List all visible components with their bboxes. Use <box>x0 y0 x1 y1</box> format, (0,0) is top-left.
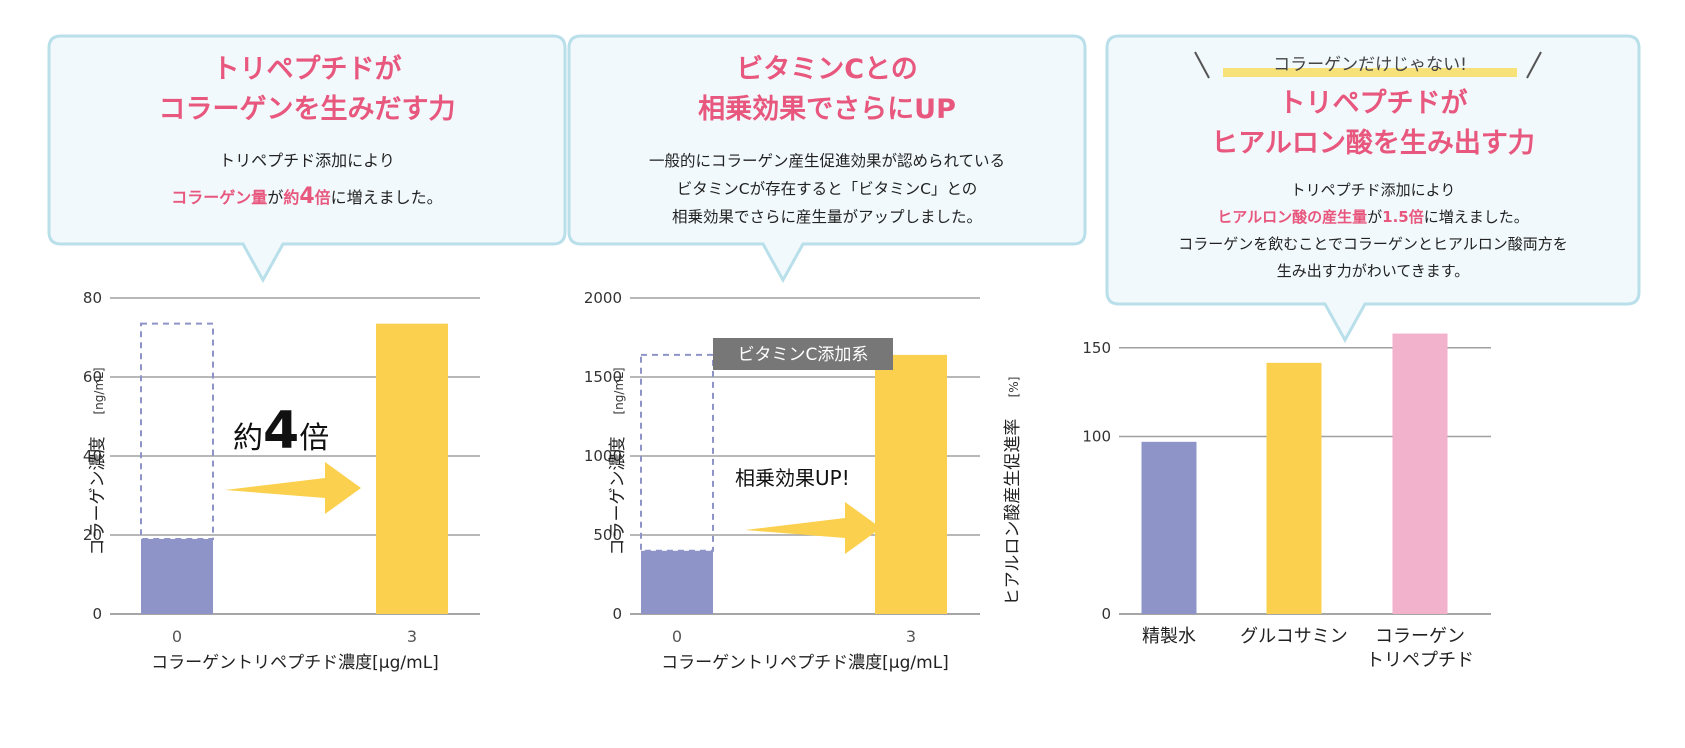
synergy-callout: 相乗効果UP! <box>735 466 850 490</box>
description-line3: コラーゲンを飲むことでコラーゲンとヒアルロン酸両方を <box>1178 235 1567 253</box>
y-tick-label: 0 <box>1101 605 1111 623</box>
vitamin-c-tag-bg <box>713 338 893 370</box>
chart-collagen-1: 0 20 40 60 80 0 3 コラーゲントリペプチド濃度[μg/mL] コラーゲン濃度 [n… <box>83 289 480 673</box>
y-tick-label: 2000 <box>584 289 622 307</box>
y-tick-label: 150 <box>1082 339 1111 357</box>
bar-1 <box>1141 441 1197 614</box>
vitamin-c-tag: ビタミンC添加系 <box>738 345 869 365</box>
y-tick-label: 1500 <box>584 368 622 386</box>
y-axis-unit: [%] <box>1007 377 1021 398</box>
panel-title-line2: ヒアルロン酸を生み出す力 <box>1211 128 1535 159</box>
y-axis-unit: [ng/mL] <box>612 367 626 414</box>
panel-collagen-4x: トリペプチドが コラーゲンを生みだす力 トリペプチド添加により コラーゲン量が約… <box>45 0 567 748</box>
panel-title-line2: 相乗効果でさらにUP <box>698 93 956 125</box>
bar-2 <box>1266 362 1322 614</box>
x-tick-label: コラーゲン <box>1375 626 1465 647</box>
y-tick-label: 20 <box>83 526 102 544</box>
y-tick-label: 100 <box>1082 428 1111 446</box>
chart-hyaluronic-acid: 0 100 150 精製水 グルコサミン コラーゲントリペプチド ヒアルロン酸産生促進率 [%… <box>1003 333 1491 671</box>
description-line1: トリペプチド添加により <box>1291 181 1456 199</box>
y-tick-label: 1000 <box>584 447 622 465</box>
bar-1 <box>641 550 713 614</box>
speech-bubble <box>567 34 1087 284</box>
y-axis-label: コラーゲン濃度 <box>88 437 108 556</box>
x-tick-label: トリペプチド <box>1366 650 1474 671</box>
description-line3: 相乗効果でさらに産生量がアップしました。 <box>672 208 982 226</box>
y-axis-label: コラーゲン濃度 <box>608 437 628 556</box>
panel-title-line2: コラーゲンを生みだす力 <box>159 94 456 125</box>
panel-title-line1: トリペプチドが <box>213 53 402 85</box>
y-tick-label: 0 <box>92 605 102 623</box>
x-axis-label: コラーゲントリペプチド濃度[μg/mL] <box>151 653 439 673</box>
panel-3-svg: コラーゲンだけじゃない! トリペプチドが ヒアルロン酸を生み出す力 トリペプチド… <box>1003 34 1641 671</box>
description-line2: ビタミンCが存在すると「ビタミンC」との <box>677 180 978 198</box>
x-tick-label: 3 <box>407 627 417 646</box>
kicker-slash-right <box>1526 51 1542 79</box>
bar-1 <box>141 538 213 614</box>
panel-title-line1: トリペプチドが <box>1279 87 1468 119</box>
panel-title-line1: ビタミンCとの <box>736 54 918 85</box>
x-tick-label: グルコサミン <box>1240 626 1348 647</box>
increase-arrow <box>225 462 361 514</box>
y-axis-label: ヒアルロン酸産生促進率 <box>1003 419 1023 606</box>
y-tick-label: 40 <box>83 447 102 465</box>
speech-bubble <box>47 34 567 284</box>
reference-outline <box>640 353 714 552</box>
kicker-text: コラーゲンだけじゃない! <box>1273 55 1467 75</box>
description-line4: 生み出す力がわいてきます。 <box>1277 262 1470 280</box>
kicker-slash-left <box>1194 51 1210 79</box>
y-tick-label: 500 <box>593 526 622 544</box>
bar-2 <box>875 354 947 614</box>
y-tick-label: 80 <box>83 289 102 307</box>
y-tick-label: 0 <box>612 605 622 623</box>
x-tick-label: 精製水 <box>1142 626 1196 647</box>
panel-1-svg: トリペプチドが コラーゲンを生みだす力 トリペプチド添加により コラーゲン量が約… <box>47 34 567 673</box>
bar-3 <box>1392 333 1448 614</box>
x-axis-label: コラーゲントリペプチド濃度[μg/mL] <box>661 653 949 673</box>
speech-bubble <box>1105 34 1641 344</box>
increase-arrow <box>745 502 881 554</box>
description-line1: トリペプチド添加により <box>219 151 395 170</box>
chart-collagen-2: 0 500 1000 1500 2000 0 3 コラーゲントリペプチド濃度[μg/mL] コラ… <box>584 289 980 673</box>
description-line2: ヒアルロン酸の産生量が1.5倍に増えました。 <box>1217 208 1528 226</box>
y-axis-unit: [ng/mL] <box>92 367 106 414</box>
x-tick-label: 3 <box>906 627 916 646</box>
bar-2 <box>376 323 448 614</box>
x-tick-label: 0 <box>172 627 182 646</box>
x-tick-label: 0 <box>672 627 682 646</box>
description-line2: コラーゲン量が約4倍に増えました。 <box>171 184 442 209</box>
panel-2-svg: ビタミンCとの 相乗効果でさらにUP 一般的にコラーゲン産生促進効果が認められて… <box>567 34 1087 673</box>
reference-outline <box>140 322 214 540</box>
multiplier-callout: 約4倍 <box>233 401 329 461</box>
panel-hyaluronic-acid: コラーゲンだけじゃない! トリペプチドが ヒアルロン酸を生み出す力 トリペプチド… <box>1003 0 1645 748</box>
kicker-highlight <box>1223 68 1517 77</box>
y-tick-label: 60 <box>83 368 102 386</box>
description-line1: 一般的にコラーゲン産生促進効果が認められている <box>649 152 1005 170</box>
panel-vitamin-c-synergy: ビタミンCとの 相乗効果でさらにUP 一般的にコラーゲン産生促進効果が認められて… <box>565 0 1087 748</box>
